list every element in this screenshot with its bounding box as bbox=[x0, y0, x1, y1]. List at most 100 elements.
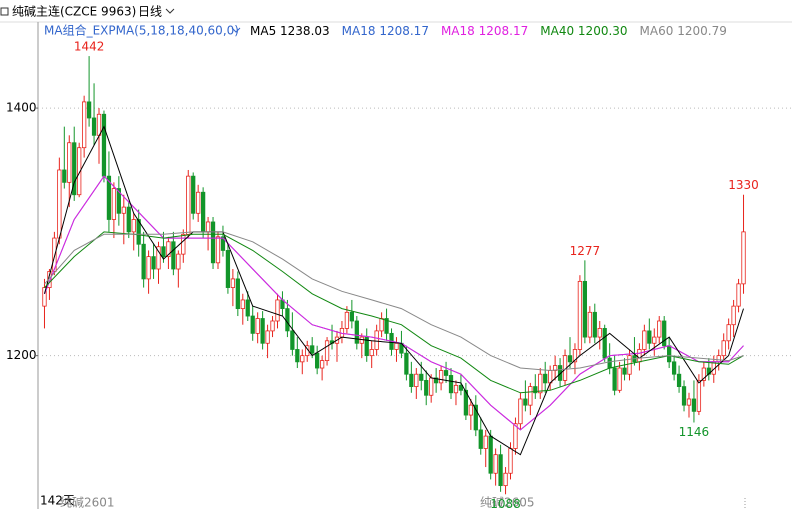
extreme-label: 1088 bbox=[490, 497, 521, 509]
days-count: 142天 bbox=[40, 494, 75, 508]
candle-body bbox=[434, 377, 439, 384]
extreme-label: 1146 bbox=[679, 425, 710, 439]
candle-body bbox=[310, 345, 315, 354]
candle-body bbox=[587, 311, 592, 338]
candle-body bbox=[349, 311, 354, 322]
candle-body bbox=[67, 142, 72, 183]
candle-body bbox=[533, 386, 538, 394]
candle-body bbox=[205, 221, 211, 233]
candle-body bbox=[141, 243, 146, 280]
candle-body bbox=[592, 311, 597, 338]
candle-body bbox=[275, 299, 280, 322]
window-icon[interactable] bbox=[0, 7, 9, 16]
candle-body bbox=[419, 373, 424, 381]
candle-body bbox=[379, 318, 384, 332]
candle-body bbox=[131, 219, 136, 233]
candle-body bbox=[483, 435, 488, 449]
candle-body bbox=[240, 299, 245, 310]
legend-name: MA5 bbox=[250, 24, 276, 38]
candle-body bbox=[731, 305, 736, 326]
legend-value: 1200.79 bbox=[677, 24, 727, 38]
candle-body bbox=[548, 370, 553, 384]
candle-body bbox=[215, 236, 221, 264]
legend-name: MA18 bbox=[441, 24, 475, 38]
candle-body bbox=[513, 423, 518, 449]
candle-body bbox=[671, 361, 677, 375]
candle-body bbox=[681, 386, 687, 406]
candle-body bbox=[503, 472, 508, 487]
candle-body bbox=[72, 142, 77, 196]
candle-body bbox=[225, 250, 231, 288]
candle-body bbox=[602, 328, 607, 359]
ma-line bbox=[44, 231, 744, 372]
legend-value: 1208.17 bbox=[379, 24, 429, 38]
candle-body bbox=[91, 117, 97, 136]
candle-body bbox=[667, 345, 672, 363]
candle-body bbox=[354, 320, 359, 344]
candle-body bbox=[156, 246, 161, 270]
candle-body bbox=[285, 308, 290, 332]
candle-body bbox=[691, 398, 697, 412]
candle-body bbox=[220, 236, 226, 251]
candle-body bbox=[196, 191, 201, 214]
legend-name: MA40 bbox=[540, 24, 574, 38]
candle-body bbox=[186, 175, 191, 235]
legend-value: 1238.03 bbox=[280, 24, 330, 38]
indicator-name[interactable]: MA组合_EXPMA(5,18,18,40,60,0) bbox=[44, 23, 239, 38]
candle-body bbox=[572, 349, 578, 363]
candle-body bbox=[161, 246, 166, 258]
candle-body bbox=[210, 221, 216, 264]
candle-body bbox=[136, 219, 141, 245]
legend-entry: MA5 1238.03 bbox=[250, 24, 330, 38]
candle-body bbox=[488, 435, 493, 474]
candle-body bbox=[86, 101, 92, 119]
candle-body bbox=[686, 398, 692, 406]
candle-body bbox=[741, 231, 746, 285]
candle-body bbox=[176, 253, 181, 270]
candle-body bbox=[577, 280, 583, 350]
candle-body bbox=[300, 355, 305, 363]
candle-body bbox=[736, 283, 741, 307]
y-tick-label: 1400 bbox=[6, 101, 37, 115]
candle-body bbox=[374, 330, 379, 350]
legend-entry: MA40 1200.30 bbox=[540, 24, 627, 38]
candle-body bbox=[612, 367, 617, 391]
candle-body bbox=[597, 328, 602, 338]
legend-name: MA60 bbox=[640, 24, 674, 38]
candle-body bbox=[230, 278, 236, 288]
legend-entry: MA18 1208.17 bbox=[342, 24, 429, 38]
candle-body bbox=[582, 280, 588, 338]
candle-body bbox=[409, 373, 414, 387]
candle-body bbox=[121, 206, 126, 214]
candle-body bbox=[151, 256, 156, 270]
candle-body bbox=[448, 375, 454, 394]
candle-body bbox=[96, 113, 102, 136]
candle-body bbox=[344, 311, 350, 329]
candle-body bbox=[106, 175, 112, 220]
candle-body bbox=[463, 389, 469, 416]
candle-body bbox=[82, 101, 87, 149]
candle-body bbox=[642, 330, 647, 350]
indicator-dropdown[interactable] bbox=[231, 27, 241, 33]
candle-body bbox=[324, 340, 330, 361]
candle-body bbox=[295, 349, 300, 363]
candle-body bbox=[166, 241, 171, 258]
y-tick-label: 1200 bbox=[6, 348, 37, 362]
candle-body bbox=[498, 454, 503, 487]
legend-entry: MA18 1208.17 bbox=[441, 24, 528, 38]
candle-body bbox=[637, 349, 642, 363]
candle-body bbox=[181, 233, 186, 255]
period-selector[interactable]: 日线 bbox=[138, 5, 162, 19]
candle-body bbox=[200, 191, 206, 233]
candle-body bbox=[57, 169, 62, 239]
candle-body bbox=[721, 340, 726, 357]
candle-body bbox=[369, 349, 374, 357]
candle-body bbox=[468, 404, 473, 416]
candle-body bbox=[478, 429, 483, 449]
dropdown-arrow[interactable] bbox=[165, 8, 175, 14]
candle-body bbox=[567, 355, 573, 363]
candle-body bbox=[111, 188, 117, 220]
candle-body bbox=[508, 448, 513, 474]
candle-body bbox=[701, 367, 706, 381]
